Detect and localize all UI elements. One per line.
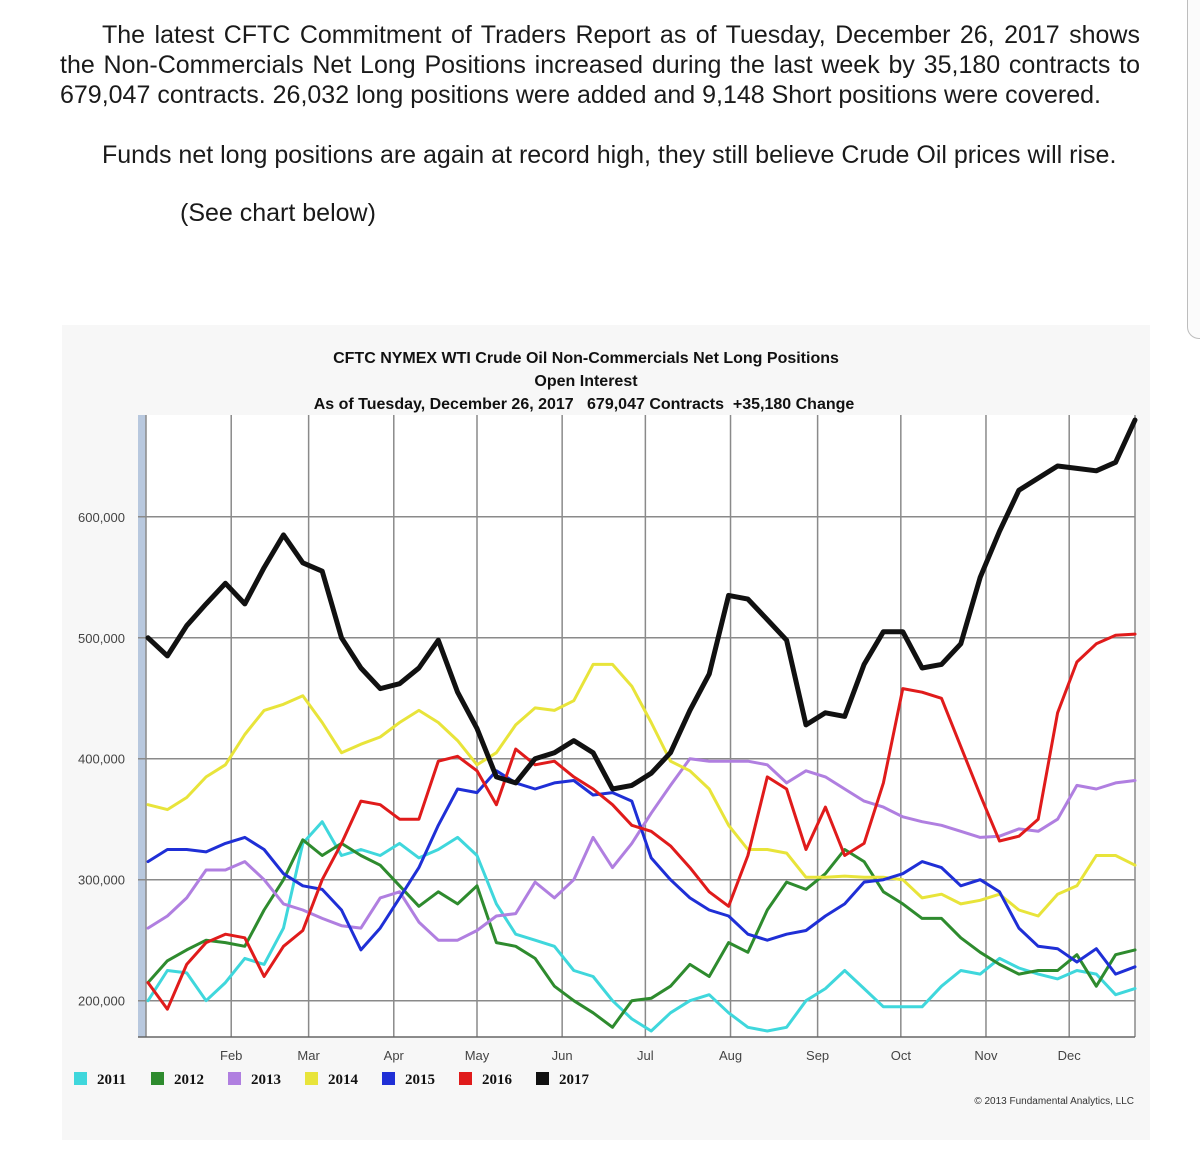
see-chart-note: (See chart below) — [180, 199, 376, 227]
x-tick-label-jul: Jul — [637, 1048, 654, 1063]
chart-subtitle-2: As of Tuesday, December 26, 2017 679,047… — [314, 396, 855, 413]
series-line-2011 — [146, 820, 1137, 1033]
y-tick-label: 500,000 — [78, 631, 125, 646]
paragraph-funds-text: Funds net long positions are again at re… — [102, 141, 1117, 169]
x-tick-label-jun: Jun — [552, 1048, 573, 1063]
x-tick-label-mar: Mar — [297, 1048, 320, 1063]
x-tick-label-sep: Sep — [806, 1048, 829, 1063]
y-tick-label: 200,000 — [78, 994, 125, 1009]
legend-label-2013: 2013 — [251, 1072, 281, 1088]
chart-title: CFTC NYMEX WTI Crude Oil Non-Commercials… — [333, 350, 839, 367]
legend-label-2014: 2014 — [328, 1072, 359, 1088]
x-tick-label-oct: Oct — [891, 1048, 912, 1063]
y-tick-label: 300,000 — [78, 873, 125, 888]
series-line-2017 — [145, 417, 1138, 792]
legend-label-2016: 2016 — [482, 1072, 513, 1088]
series-line-2014 — [146, 662, 1137, 918]
plot-area — [138, 415, 1135, 1037]
legend-swatch-2013 — [228, 1072, 241, 1085]
legend-label-2015: 2015 — [405, 1072, 435, 1088]
y-tick-label: 600,000 — [78, 510, 125, 525]
paragraph-report: The latest CFTC Commitment of Traders Re… — [60, 20, 1140, 110]
x-tick-label-dec: Dec — [1058, 1048, 1082, 1063]
x-tick-label-may: May — [465, 1048, 490, 1063]
series-line-2016 — [146, 632, 1137, 1011]
y-tick-label: 400,000 — [78, 752, 125, 767]
legend-swatch-2012 — [151, 1072, 164, 1085]
x-tick-label-feb: Feb — [220, 1048, 242, 1063]
x-tick-label-aug: Aug — [719, 1048, 742, 1063]
legend-swatch-2015 — [382, 1072, 395, 1085]
copyright-note: © 2013 Fundamental Analytics, LLC — [974, 1096, 1134, 1107]
legend-swatch-2016 — [459, 1072, 472, 1085]
series-line-2012 — [146, 838, 1137, 1029]
legend-swatch-2011 — [74, 1072, 87, 1085]
report-text: The latest CFTC Commitment of Traders Re… — [60, 20, 1140, 258]
plot-left-bar — [138, 415, 146, 1037]
x-tick-label-nov: Nov — [974, 1048, 998, 1063]
legend-label-2012: 2012 — [174, 1072, 204, 1088]
legend-swatch-2014 — [305, 1072, 318, 1085]
x-tick-label-apr: Apr — [384, 1048, 405, 1063]
legend-label-2011: 2011 — [97, 1072, 126, 1088]
legend-label-2017: 2017 — [559, 1072, 590, 1088]
paragraph-report-text: The latest CFTC Commitment of Traders Re… — [60, 21, 1140, 109]
paragraph-funds: Funds net long positions are again at re… — [60, 140, 1140, 170]
chart-subtitle: Open Interest — [534, 373, 638, 390]
legend-swatch-2017 — [536, 1072, 549, 1085]
